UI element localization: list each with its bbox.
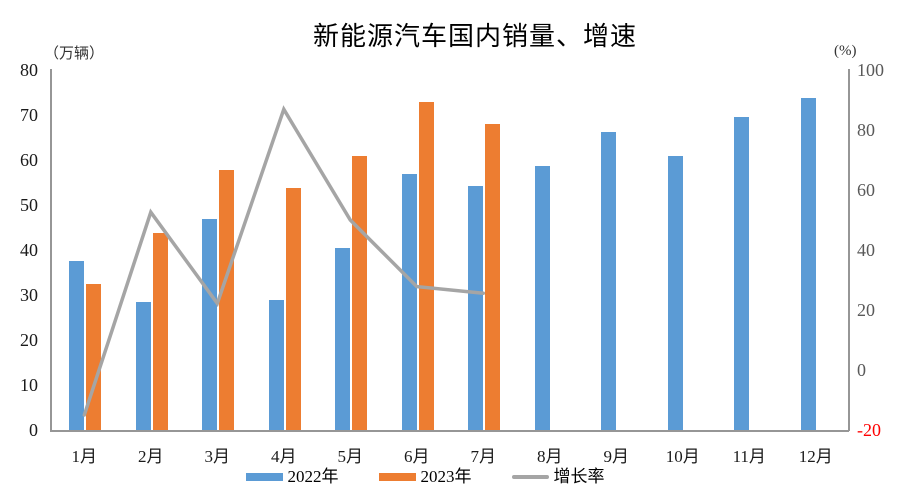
bar-2022年-11月: [734, 117, 750, 430]
legend-item-2: 2023年: [378, 467, 472, 486]
x-axis-line: [50, 430, 849, 432]
x-axis-label-1: 1月: [71, 447, 98, 466]
x-axis-label-11: 11月: [732, 447, 766, 466]
bar-2022年-9月: [601, 132, 617, 430]
legend-label-1: 2022年: [287, 467, 339, 486]
bar-2022年-12月: [800, 98, 816, 430]
right-axis-tick-label: 0: [857, 360, 866, 380]
left-axis-tick-label: 10: [20, 375, 38, 395]
left-axis-tick-label: 30: [20, 285, 38, 305]
x-axis-label-8: 8月: [537, 447, 563, 466]
legend-swatch-bar-2: [378, 472, 416, 481]
x-axis-label-9: 9月: [603, 447, 630, 466]
left-axis-tick-label: 20: [20, 330, 38, 350]
bar-2022年-3月: [202, 219, 218, 430]
x-axis-label-10: 10月: [665, 447, 700, 466]
x-axis-label-5: 5月: [337, 447, 364, 466]
left-axis-tick-label: 50: [20, 195, 38, 215]
bar-2023年-2月: [152, 233, 168, 430]
right-axis-line: [848, 69, 850, 431]
right-axis-tick-label: 80: [857, 120, 875, 140]
x-axis-label-7: 7月: [470, 447, 497, 466]
bar-2022年-8月: [534, 166, 550, 430]
bar-2022年-4月: [268, 300, 284, 430]
bar-2023年-7月: [485, 124, 501, 430]
x-axis-label-2: 2月: [138, 447, 164, 466]
legend: 2022年 2023年 增长率: [0, 468, 875, 485]
legend-swatch-line-3: [511, 474, 549, 479]
right-axis-tick-label: 20: [857, 300, 875, 320]
left-axis-unit-label: （万辆）: [44, 46, 105, 62]
x-axis-label-3: 3月: [204, 447, 231, 466]
bar-2022年-10月: [667, 155, 683, 430]
right-axis-tick-label: -20: [857, 420, 881, 440]
right-axis-unit-label: (%): [834, 43, 857, 59]
legend-swatch-bar-1: [245, 472, 283, 481]
bar-2023年-5月: [352, 155, 368, 430]
left-axis-tick-label: 70: [20, 105, 38, 125]
left-axis-tick-label: 80: [20, 60, 38, 80]
legend-item-3: 增长率: [511, 467, 605, 486]
x-axis-label-12: 12月: [798, 447, 833, 466]
right-axis-tick-label: 60: [857, 180, 875, 200]
bar-2022年-7月: [468, 186, 484, 430]
bar-2023年-6月: [418, 101, 434, 430]
bar-2023年-4月: [285, 188, 301, 430]
legend-label-3: 增长率: [553, 467, 605, 486]
x-axis-label-4: 4月: [271, 447, 297, 466]
right-axis-tick-label: 40: [857, 240, 875, 260]
bar-2022年-1月: [69, 261, 85, 430]
left-axis-tick-label: 60: [20, 150, 38, 170]
bar-2023年-3月: [219, 169, 235, 430]
legend-label-2: 2023年: [420, 467, 472, 486]
bar-2022年-2月: [135, 301, 151, 430]
right-axis-tick-label: 100: [857, 60, 884, 80]
legend-item-1: 2022年: [245, 467, 339, 486]
bar-2023年-1月: [86, 284, 102, 430]
x-axis-label-6: 6月: [404, 447, 430, 466]
bar-2022年-5月: [335, 248, 351, 430]
bar-2022年-6月: [401, 173, 417, 430]
left-axis-line: [50, 69, 52, 431]
chart-title: 新能源汽车国内销量、增速: [312, 22, 637, 51]
left-axis-tick-label: 40: [20, 240, 38, 260]
left-axis-tick-label: 0: [29, 420, 38, 440]
